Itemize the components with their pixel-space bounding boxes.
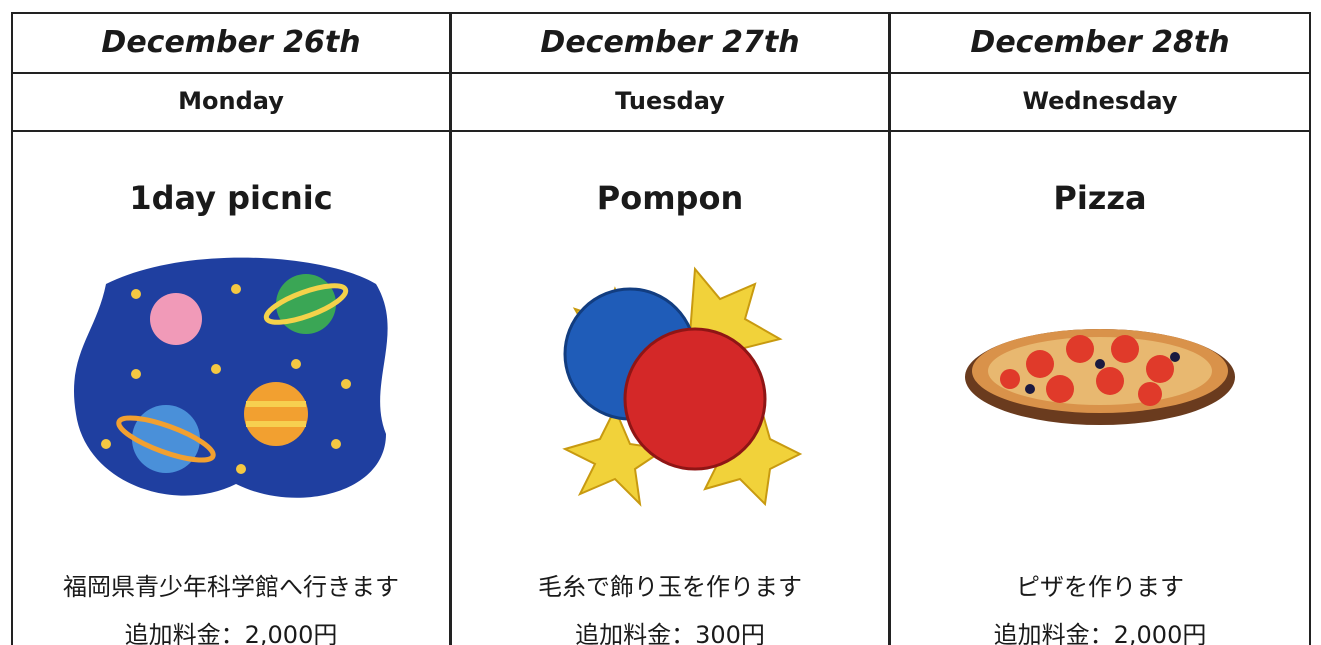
date: December 27th — [452, 14, 888, 74]
activity-title: Pompon — [596, 179, 744, 217]
description: ピザを作ります — [1016, 573, 1184, 601]
weekday: Wednesday — [891, 72, 1309, 132]
column: December 27th Tuesday Pompon 毛糸で飾り玉を作ります… — [450, 12, 890, 645]
activity-title: Pizza — [1053, 179, 1147, 217]
pizza-illustration — [965, 329, 1235, 425]
fee: 追加料金：300円 — [575, 621, 765, 645]
date: December 26th — [13, 14, 449, 74]
activity-title: 1day picnic — [129, 179, 333, 217]
column: December 26th Monday 1day picnic 福岡県青少年科… — [11, 12, 451, 645]
column: December 28th Wednesday Pizza ピザを作ります 追加… — [889, 12, 1311, 645]
fee: 追加料金：2,000円 — [124, 621, 338, 645]
weekday: Monday — [13, 72, 449, 132]
pompon-illustration — [562, 266, 803, 507]
fee: 追加料金：2,000円 — [993, 621, 1207, 645]
weekday: Tuesday — [452, 72, 888, 132]
date: December 28th — [891, 14, 1309, 74]
description: 福岡県青少年科学館へ行きます — [63, 573, 399, 601]
description: 毛糸で飾り玉を作ります — [538, 573, 802, 601]
space-illustration — [73, 257, 388, 498]
